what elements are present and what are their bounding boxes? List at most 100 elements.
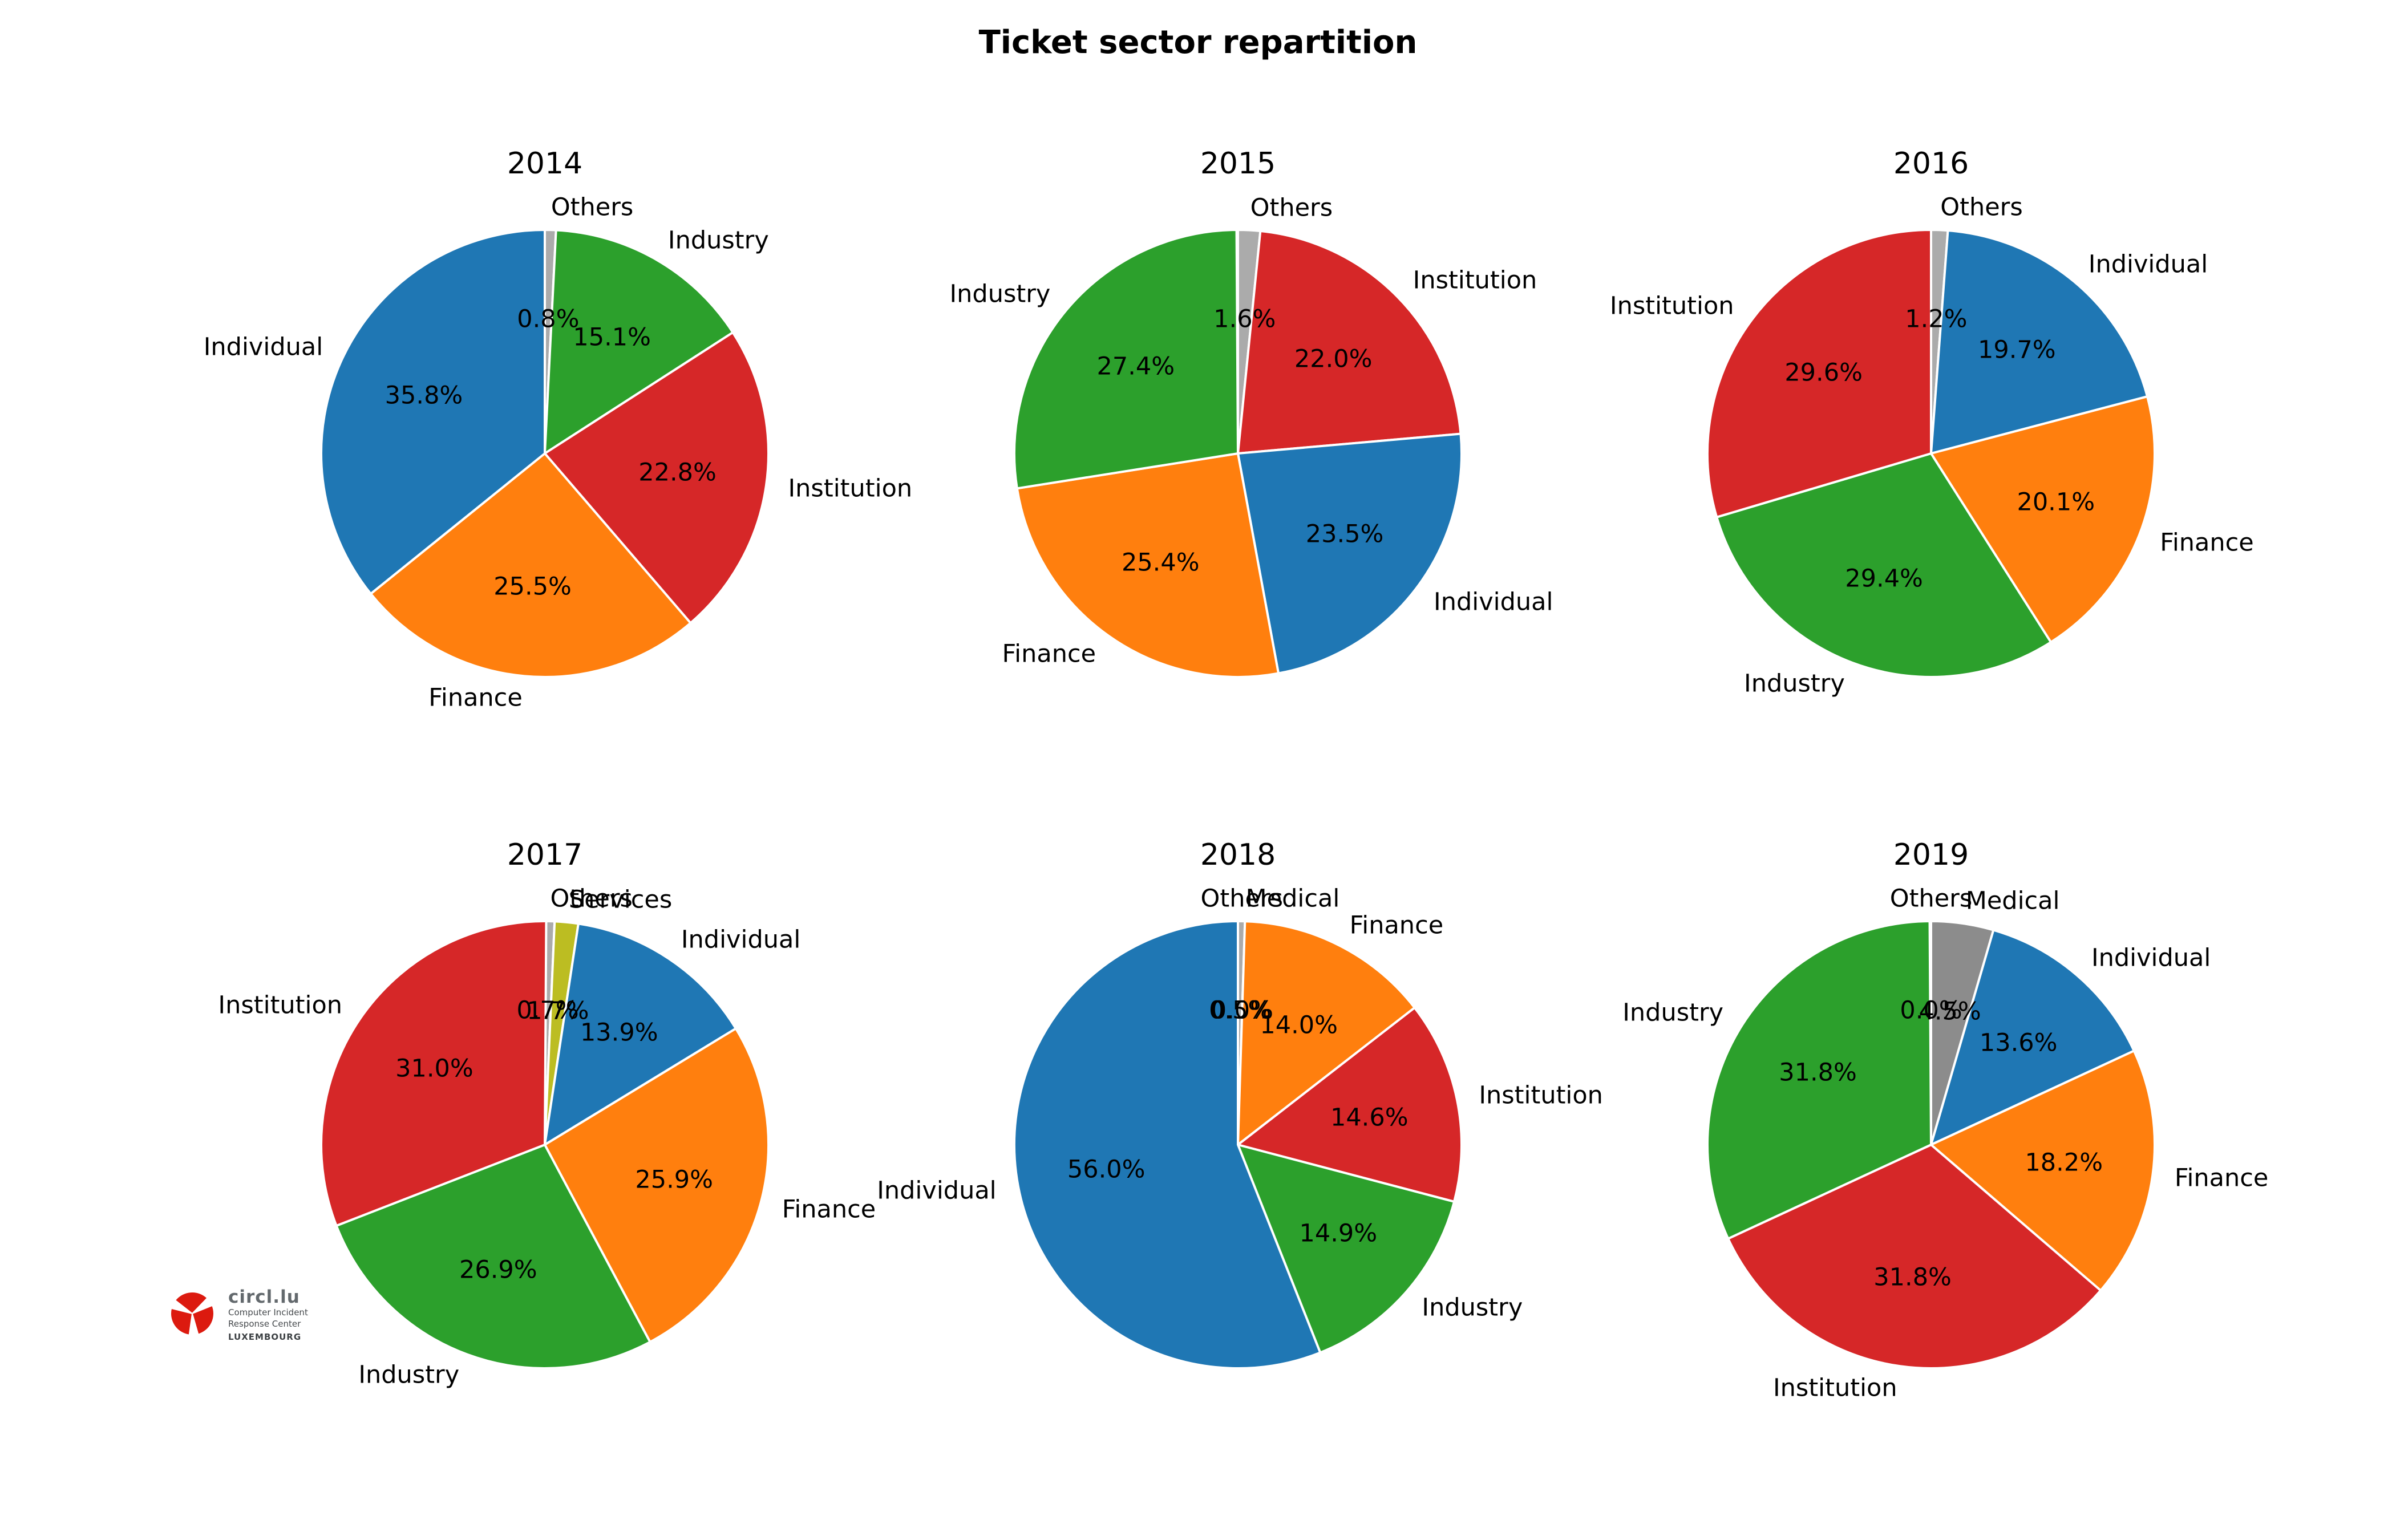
wedge-2018-finance	[1236, 920, 1416, 1148]
slice-label-2018-individual: Individual	[877, 1176, 997, 1205]
wedge-2015-individual	[1236, 432, 1463, 675]
slice-label-2014-industry: Industry	[667, 226, 769, 255]
pct-label-2014-others: 0.8%	[517, 305, 580, 334]
logo-shape	[191, 1304, 214, 1335]
wedge-2019-individual	[1929, 929, 2136, 1147]
slice-label-2017-finance: Finance	[782, 1195, 876, 1224]
pie-2017	[320, 919, 770, 1369]
wedge-2018-institution	[1235, 1006, 1463, 1203]
chart-title-2015: 2015	[1200, 147, 1276, 181]
wedge-2016-institution	[1706, 228, 1932, 519]
pct-label-2019-finance: 18.2%	[2025, 1148, 2103, 1177]
circl-logo-text: circl.lu Computer Incident Response Cent…	[228, 1288, 308, 1342]
wedge-2017-industry	[335, 1143, 652, 1369]
pct-label-2016-industry: 29.4%	[1845, 564, 1923, 593]
wedge-2016-individual	[1929, 229, 2149, 455]
slice-label-2016-others: Others	[1940, 193, 2023, 222]
pie-2014	[320, 228, 770, 678]
slice-label-2016-individual: Individual	[2088, 250, 2208, 279]
pct-label-2015-industry: 27.4%	[1096, 352, 1175, 381]
pct-label-2018-industry: 14.9%	[1299, 1219, 1378, 1248]
pct-label-2015-others: 1.6%	[1213, 305, 1276, 334]
chart-title-2014: 2014	[507, 147, 583, 181]
wedge-2017-institution	[320, 920, 548, 1227]
slice-label-2019-industry: Industry	[1622, 998, 1724, 1027]
slice-label-2017-individual: Individual	[681, 925, 801, 954]
wedge-2015-finance	[1015, 452, 1280, 678]
wedge-2015-institution	[1236, 229, 1462, 455]
wedge-2018-individual	[1013, 919, 1322, 1369]
logo-shape	[170, 1307, 193, 1336]
slice-label-2019-individual: Individual	[2091, 943, 2211, 972]
slice-label-2018-industry: Industry	[1422, 1293, 1523, 1322]
pct-label-2018-individual: 56.0%	[1067, 1155, 1146, 1184]
wedge-2019-institution	[1726, 1143, 2103, 1369]
chart-title-2019: 2019	[1893, 838, 1969, 872]
pie-2015	[1013, 228, 1463, 678]
wedge-2016-finance	[1929, 395, 2156, 644]
slice-label-2015-others: Others	[1250, 193, 1333, 222]
slice-label-2019-finance: Finance	[2174, 1164, 2269, 1193]
pct-label-2018-institution: 14.6%	[1330, 1103, 1409, 1132]
pie-2018	[1013, 919, 1463, 1369]
pct-label-2016-others: 1.2%	[1905, 305, 1968, 334]
circl-country: LUXEMBOURG	[228, 1332, 302, 1343]
slice-label-2019-others: Others	[1889, 884, 1973, 913]
pct-label-2018-medical: 0.0%	[1211, 996, 1273, 1025]
wedge-2014-industry	[543, 229, 735, 456]
figure-title: Ticket sector repartition	[978, 24, 1418, 61]
slice-label-2019-institution: Institution	[1772, 1373, 1897, 1403]
slice-label-2015-individual: Individual	[1434, 587, 1553, 617]
slice-label-2014-institution: Institution	[788, 474, 913, 503]
chart-title-2017: 2017	[507, 838, 583, 872]
slice-label-2018-others: Others	[1200, 884, 1284, 913]
wedge-2019-finance	[1929, 1049, 2156, 1292]
pct-label-2019-individual: 13.6%	[1979, 1028, 2058, 1057]
pct-label-2017-finance: 25.9%	[635, 1165, 713, 1194]
pct-label-2018-others: 0.5%	[1209, 996, 1272, 1025]
wedge-2016-industry	[1715, 452, 2053, 678]
wedge-2019-industry	[1706, 919, 1933, 1241]
wedge-2015-industry	[1013, 228, 1240, 490]
wedge-2018-industry	[1236, 1143, 1456, 1355]
wedge-2014-institution	[543, 331, 770, 625]
pct-label-2015-individual: 23.5%	[1305, 520, 1384, 549]
pie-2016	[1706, 228, 2156, 678]
pct-label-2017-services: 1.7%	[527, 996, 589, 1026]
pct-label-2014-institution: 22.8%	[638, 458, 717, 487]
circl-logo-icon	[170, 1291, 214, 1336]
pct-label-2017-industry: 26.9%	[459, 1255, 537, 1284]
slice-label-2018-finance: Finance	[1349, 911, 1444, 940]
chart-title-2016: 2016	[1893, 147, 1969, 181]
slice-label-2014-individual: Individual	[203, 333, 323, 362]
circl-subtitle-line2: Response Center	[228, 1318, 301, 1329]
slice-label-2017-institution: Institution	[218, 990, 343, 1019]
wedge-2017-finance	[543, 1027, 770, 1344]
pct-label-2015-finance: 25.4%	[1121, 548, 1200, 577]
pct-label-2017-institution: 31.0%	[395, 1054, 473, 1083]
slice-label-2014-others: Others	[551, 193, 634, 222]
circl-subtitle-line1: Computer Incident	[228, 1307, 308, 1318]
slice-label-2018-institution: Institution	[1479, 1081, 1603, 1110]
wedge-2014-finance	[369, 452, 693, 678]
slice-label-2016-finance: Finance	[2160, 528, 2254, 557]
slice-label-2017-others: Others	[550, 884, 633, 913]
slice-label-2016-institution: Institution	[1609, 291, 1734, 321]
slice-label-2017-services: Services	[568, 885, 673, 914]
logo-shape	[174, 1291, 208, 1315]
circl-brand: circl.lu	[228, 1287, 300, 1307]
pct-label-2016-institution: 29.6%	[1784, 358, 1863, 387]
slice-label-2014-finance: Finance	[428, 683, 523, 712]
pct-label-2019-institution: 31.8%	[1873, 1263, 1952, 1292]
wedge-2014-individual	[320, 228, 546, 595]
pct-label-2017-individual: 13.9%	[580, 1018, 658, 1047]
slice-label-2019-medical: Medical	[1965, 886, 2060, 915]
slice-label-2017-industry: Industry	[358, 1360, 460, 1389]
pct-label-2014-industry: 15.1%	[573, 322, 651, 351]
pct-label-2019-others: 0.0%	[1900, 996, 1962, 1025]
wedge-2017-individual	[543, 922, 738, 1147]
pct-label-2018-finance: 14.0%	[1260, 1010, 1338, 1039]
pct-label-2014-individual: 35.8%	[385, 380, 463, 410]
pct-label-2016-individual: 19.7%	[1978, 335, 2056, 364]
